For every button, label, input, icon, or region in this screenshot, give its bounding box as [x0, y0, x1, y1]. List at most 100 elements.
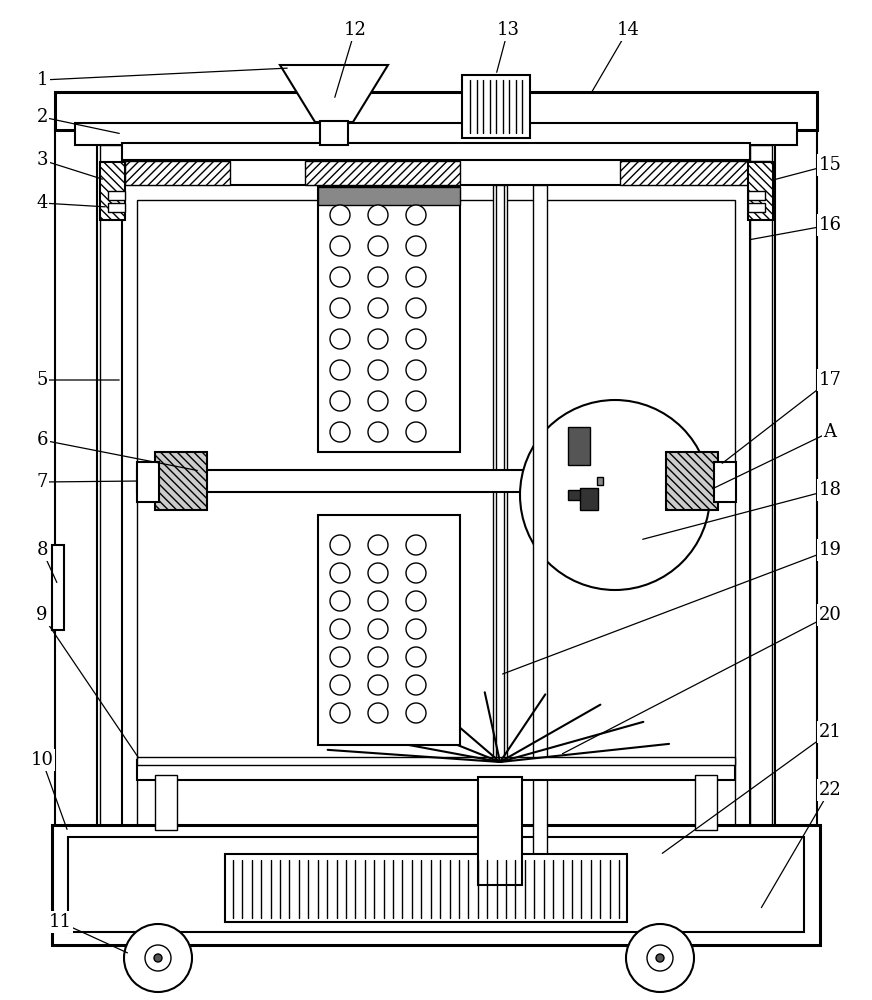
Text: A: A: [823, 423, 836, 441]
Bar: [748, 162, 773, 220]
Circle shape: [124, 924, 192, 992]
Bar: [318, 187, 460, 452]
Circle shape: [368, 535, 388, 555]
Bar: [305, 161, 460, 185]
Text: 13: 13: [496, 21, 520, 39]
Bar: [486, 777, 514, 885]
Text: 16: 16: [819, 216, 841, 234]
Circle shape: [626, 924, 694, 992]
Bar: [666, 452, 718, 510]
Circle shape: [406, 619, 426, 639]
Text: 5: 5: [37, 371, 48, 389]
Bar: [597, 477, 603, 485]
Bar: [620, 161, 770, 185]
Circle shape: [406, 675, 426, 695]
Bar: [137, 462, 159, 502]
Bar: [137, 470, 735, 492]
Circle shape: [330, 563, 350, 583]
Circle shape: [330, 422, 350, 442]
Circle shape: [330, 329, 350, 349]
Bar: [496, 185, 504, 880]
Bar: [68, 837, 804, 932]
Circle shape: [406, 205, 426, 225]
Circle shape: [406, 591, 426, 611]
Bar: [750, 145, 772, 880]
Circle shape: [406, 391, 426, 411]
Circle shape: [368, 647, 388, 667]
Circle shape: [368, 391, 388, 411]
Bar: [125, 161, 230, 185]
Circle shape: [368, 563, 388, 583]
Polygon shape: [280, 65, 388, 122]
Circle shape: [330, 267, 350, 287]
Text: 9: 9: [37, 606, 48, 624]
Circle shape: [656, 954, 664, 962]
Text: 14: 14: [617, 21, 639, 39]
Circle shape: [406, 329, 426, 349]
Circle shape: [368, 205, 388, 225]
Text: 15: 15: [819, 156, 841, 174]
Bar: [52, 825, 820, 945]
Circle shape: [330, 360, 350, 380]
Bar: [122, 143, 750, 160]
Text: 3: 3: [37, 151, 48, 169]
Circle shape: [406, 647, 426, 667]
Circle shape: [145, 945, 171, 971]
Circle shape: [330, 703, 350, 723]
Circle shape: [330, 535, 350, 555]
Bar: [493, 185, 507, 880]
Bar: [108, 191, 125, 200]
Bar: [155, 452, 207, 510]
Circle shape: [368, 422, 388, 442]
Text: 21: 21: [819, 723, 841, 741]
Bar: [580, 488, 598, 510]
Circle shape: [330, 591, 350, 611]
Text: 2: 2: [37, 108, 48, 126]
Bar: [137, 757, 735, 765]
Circle shape: [368, 267, 388, 287]
Circle shape: [406, 563, 426, 583]
Circle shape: [154, 954, 162, 962]
Text: 7: 7: [37, 473, 48, 491]
Circle shape: [368, 591, 388, 611]
Circle shape: [406, 267, 426, 287]
Bar: [52, 545, 64, 630]
Circle shape: [647, 945, 673, 971]
Bar: [318, 515, 460, 745]
Bar: [318, 187, 460, 205]
Bar: [714, 462, 736, 502]
Circle shape: [330, 619, 350, 639]
Text: 22: 22: [819, 781, 841, 799]
Bar: [695, 775, 717, 830]
Bar: [100, 145, 122, 880]
Circle shape: [406, 422, 426, 442]
Bar: [55, 92, 817, 130]
Circle shape: [368, 703, 388, 723]
Bar: [775, 125, 817, 880]
Text: 19: 19: [819, 541, 841, 559]
Bar: [568, 490, 590, 500]
Text: 17: 17: [819, 371, 841, 389]
Text: 11: 11: [49, 913, 72, 931]
Circle shape: [330, 205, 350, 225]
Circle shape: [368, 619, 388, 639]
Bar: [100, 162, 125, 220]
Bar: [320, 121, 348, 145]
Circle shape: [368, 675, 388, 695]
Text: 12: 12: [344, 21, 366, 39]
Bar: [225, 854, 627, 922]
Circle shape: [520, 400, 710, 590]
Circle shape: [406, 298, 426, 318]
Text: 8: 8: [37, 541, 48, 559]
Bar: [748, 203, 765, 212]
Circle shape: [406, 236, 426, 256]
Circle shape: [330, 298, 350, 318]
Circle shape: [330, 236, 350, 256]
Bar: [155, 775, 177, 830]
Circle shape: [368, 298, 388, 318]
Text: 10: 10: [31, 751, 53, 769]
Text: 6: 6: [37, 431, 48, 449]
Circle shape: [330, 647, 350, 667]
Text: 18: 18: [819, 481, 841, 499]
Circle shape: [330, 391, 350, 411]
